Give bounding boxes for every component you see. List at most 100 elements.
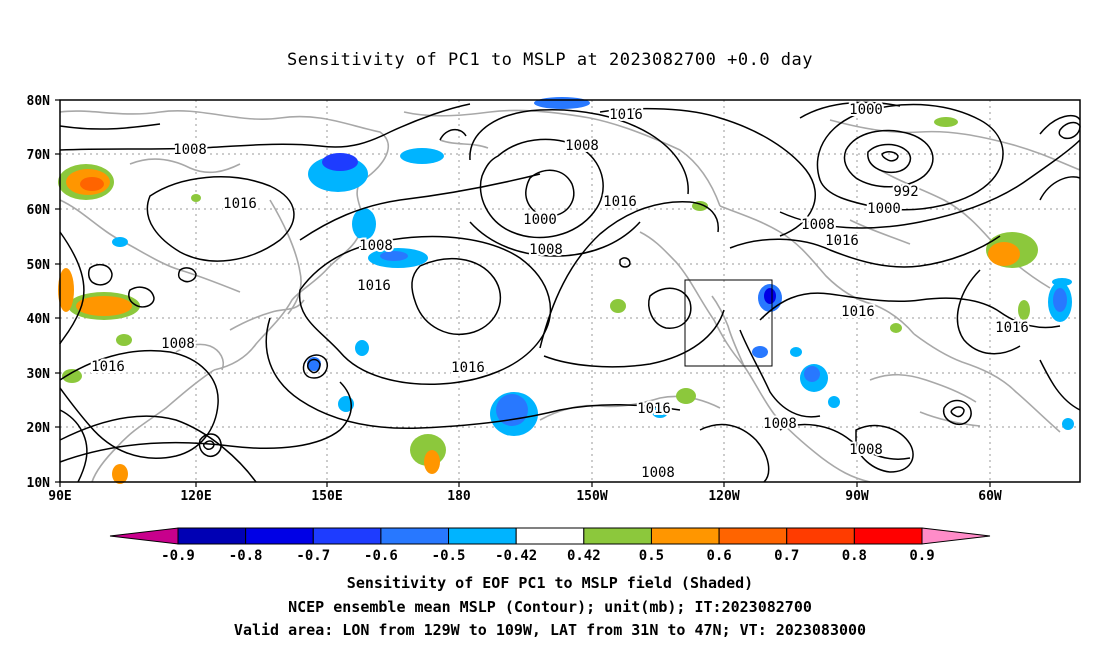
contour-label: 1008 (173, 142, 207, 158)
lat-label: 50N (27, 258, 51, 273)
shade-negative-small-2 (355, 340, 369, 356)
shade-negative-pnw-core (764, 288, 776, 304)
lat-label: 60N (27, 203, 51, 218)
shade-negative-mexico (804, 366, 820, 382)
contour-label: 1016 (357, 278, 391, 294)
contour-labels: 1016 1008 1000 1008 1016 1008 1016 1008 … (89, 100, 1031, 483)
colorbar-end-low (109, 527, 179, 545)
shade-positive-east-pacific (610, 299, 626, 313)
mslp-contours (59, 101, 1081, 483)
contour-label: 1008 (529, 242, 563, 258)
colorbar-swatch (515, 527, 585, 545)
colorbar-swatch (786, 527, 855, 545)
shade-positive-central-pacific (424, 450, 440, 474)
map-background (60, 100, 1080, 482)
colorbar-swatch (312, 527, 382, 545)
shade-positive-small-2 (116, 334, 132, 346)
lon-label: 150W (576, 489, 607, 504)
lon-label: 120W (708, 489, 739, 504)
contour-label: 1016 (825, 233, 859, 249)
shade-positive-sw (62, 369, 82, 383)
contour-label: 1008 (161, 336, 195, 352)
shade-negative-arctic (534, 97, 590, 109)
shade-negative-aleutian-w (352, 208, 376, 240)
colorbar-label: -0.5 (432, 548, 466, 564)
contour-label: 1008 (359, 238, 393, 254)
colorbar-label: 0.6 (706, 548, 731, 564)
shade-positive-west-edge (58, 268, 74, 312)
sensitivity-shading (58, 97, 1074, 484)
shade-negative-small-6 (828, 396, 840, 408)
shade-negative-small-8 (1052, 278, 1072, 286)
colorbar-label: 0.42 (567, 548, 601, 564)
contour-label: 1016 (637, 401, 671, 417)
shade-positive-south (112, 464, 128, 484)
caption-line-1: Sensitivity of EOF PC1 to MSLP field (Sh… (346, 574, 754, 592)
coastlines (59, 109, 1081, 483)
contour-label: 1016 (91, 359, 125, 375)
contour-label: 1000 (523, 212, 557, 228)
colorbar-label: 0.5 (639, 548, 664, 564)
contour-label: 1008 (565, 138, 599, 154)
colorbar-label: -0.6 (364, 548, 398, 564)
shade-negative-small-1 (112, 237, 128, 247)
contour-label: 1000 (867, 201, 901, 217)
lon-label: 180 (447, 489, 471, 504)
colorbar-swatch (380, 527, 450, 545)
contour-label: 1016 (451, 360, 485, 376)
contour-label: 1008 (801, 217, 835, 233)
lon-label: 90W (845, 489, 869, 504)
shade-negative-atlantic (1053, 288, 1067, 312)
shade-negative-kamchatka (322, 153, 358, 171)
lon-label: 60W (978, 489, 1002, 504)
lat-label: 40N (27, 312, 51, 327)
lat-label: 10N (27, 476, 51, 491)
shade-positive-labrador (988, 242, 1020, 266)
axis-ticks (55, 99, 991, 487)
lat-label: 30N (27, 367, 51, 382)
lat-label: 80N (27, 94, 51, 109)
caption-line-2: NCEP ensemble mean MSLP (Contour); unit(… (288, 598, 812, 616)
contour-label: 992 (893, 184, 918, 200)
contour-label: 1000 (849, 102, 883, 118)
contour-label: 1008 (849, 442, 883, 458)
plot-frame (59, 99, 1081, 483)
contour-label: 1016 (223, 196, 257, 212)
shade-positive-china (76, 296, 132, 316)
colorbar: -0.9 -0.8 -0.7 -0.6 -0.5 -0.42 0.42 0.5 0.6 0.7 0.… (109, 527, 991, 564)
lon-label: 150E (311, 489, 342, 504)
gridlines (60, 100, 1080, 482)
contour-label: 1016 (995, 320, 1029, 336)
colorbar-swatch (583, 527, 652, 545)
lat-label: 70N (27, 148, 51, 163)
map-title: Sensitivity of PC1 to MSLP at 2023082700… (286, 50, 813, 70)
valid-area-box (684, 279, 773, 367)
colorbar-swatch (448, 527, 517, 545)
colorbar-label: -0.7 (296, 548, 330, 564)
lat-label: 20N (27, 421, 51, 436)
shade-negative-small-7 (1062, 418, 1074, 430)
shade-positive-small-3 (676, 388, 696, 404)
colorbar-swatch (245, 527, 314, 545)
colorbar-swatch (650, 527, 720, 545)
lat-labels: 80N 70N 60N 50N 40N 30N 20N 10N (27, 94, 51, 491)
shade-negative-baja (752, 346, 768, 358)
colorbar-swatch (853, 527, 923, 545)
colorbar-end-high (921, 527, 991, 545)
colorbar-label: -0.42 (495, 548, 537, 564)
colorbar-swatch (177, 527, 247, 545)
lon-label: 120E (180, 489, 211, 504)
shade-positive-small-4 (890, 323, 902, 333)
contour-label: 1008 (641, 465, 675, 481)
shade-negative-bering (400, 148, 444, 164)
contour-label: 1008 (763, 416, 797, 432)
colorbar-label: 0.8 (842, 548, 867, 564)
lon-label: 90E (48, 489, 71, 504)
shade-negative-small-4 (652, 406, 668, 418)
contour-label: 1016 (603, 194, 637, 210)
shade-negative-aleutian-core (380, 251, 408, 261)
colorbar-label: 0.9 (909, 548, 934, 564)
shade-positive-nova-scotia (1018, 300, 1030, 320)
shade-negative-small-5 (790, 347, 802, 357)
